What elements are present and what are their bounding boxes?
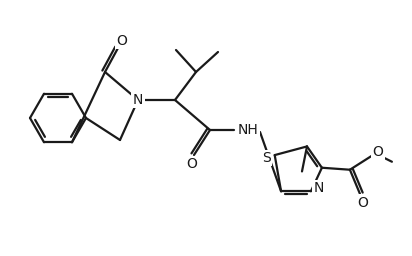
Text: O: O <box>117 34 127 48</box>
Text: NH: NH <box>238 123 258 137</box>
Text: O: O <box>358 196 368 210</box>
Text: N: N <box>133 93 143 107</box>
Text: O: O <box>372 145 383 159</box>
Text: S: S <box>262 151 271 165</box>
Text: N: N <box>314 181 324 195</box>
Text: O: O <box>187 157 197 171</box>
